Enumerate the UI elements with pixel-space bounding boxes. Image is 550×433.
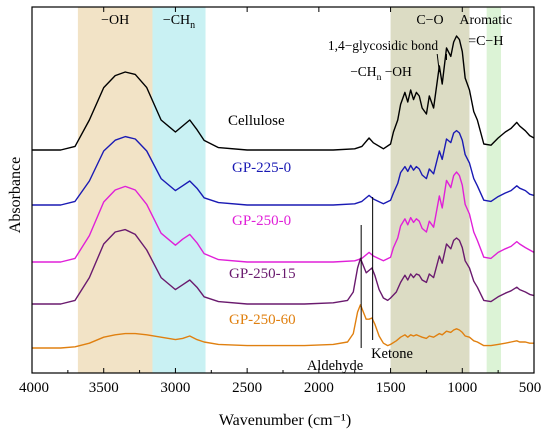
y-axis-label: Absorbance (7, 157, 24, 233)
series-label-1: GP-225-0 (232, 160, 291, 176)
x-tick-label-4: 2000 (304, 380, 334, 396)
band-2 (390, 7, 470, 373)
series-line-4 (32, 304, 534, 349)
band-label-0: −OH (101, 13, 129, 28)
series-label-3: GP-250-15 (229, 266, 296, 282)
band-label-1: −CHn (163, 13, 195, 31)
x-tick-label-3: 2500 (232, 380, 262, 396)
x-tick-label-0: 4000 (19, 380, 49, 396)
annotation-glycosidic: 1,4−glycosidic bond (328, 38, 439, 53)
band-label-3: Aromatic (459, 13, 512, 28)
x-tick-label-1: 3500 (89, 380, 119, 396)
band-3 (486, 7, 502, 373)
series-line-2 (32, 171, 535, 263)
overlay-layer: −OH −CHn C−O Aromatic =C−H Cellulose GP-225-0 G… (101, 13, 512, 374)
band-layer (77, 7, 502, 373)
series-line-0 (32, 35, 535, 151)
annotation-ch-oh: −CHn −OH (350, 64, 412, 83)
annotation-aldehyde: Aldehyde (307, 358, 363, 374)
x-tick-label-7: 500 (519, 380, 542, 396)
series-label-2: GP-250-0 (232, 213, 291, 229)
annotation-glycosidic-leader (436, 53, 440, 73)
series-line-3 (32, 228, 535, 305)
x-tick-label-2: 3000 (160, 380, 190, 396)
annotation-ketone: Ketone (371, 346, 413, 362)
series-label-0: Cellulose (228, 113, 285, 129)
band-label-3-line2: =C−H (468, 34, 503, 49)
series-line-1 (32, 129, 535, 206)
band-1 (152, 7, 206, 373)
axes-layer: 4000 3500 3000 2500 2000 1500 1000 500 (19, 6, 542, 396)
series-layer (32, 35, 535, 349)
x-axis-label: Wavenumber (cm⁻¹) (219, 412, 351, 429)
band-label-2: C−O (416, 13, 443, 28)
x-tick-label-6: 1000 (447, 380, 477, 396)
series-label-4: GP-250-60 (229, 312, 296, 328)
x-tick-label-5: 1500 (376, 380, 406, 396)
